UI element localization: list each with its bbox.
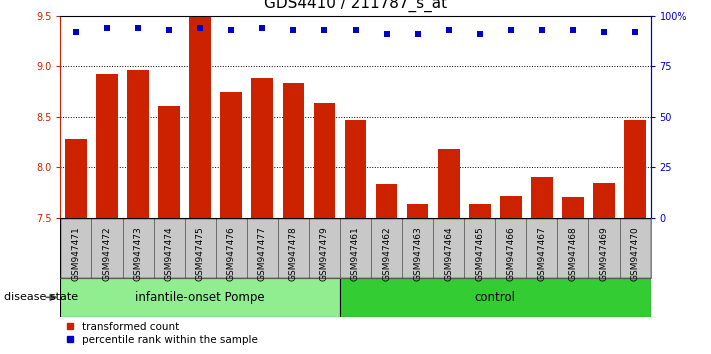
Text: GSM947463: GSM947463 <box>413 227 422 281</box>
Bar <box>127 70 149 218</box>
Bar <box>371 218 402 278</box>
Text: GDS4410 / 211787_s_at: GDS4410 / 211787_s_at <box>264 0 447 12</box>
Point <box>474 31 486 37</box>
Bar <box>278 218 309 278</box>
Text: GSM947467: GSM947467 <box>538 227 546 281</box>
Bar <box>282 82 304 218</box>
Bar <box>469 204 491 218</box>
Bar <box>619 218 651 278</box>
Text: GSM947470: GSM947470 <box>631 227 639 281</box>
Text: GSM947476: GSM947476 <box>227 227 236 281</box>
Bar <box>526 218 557 278</box>
Bar <box>159 106 180 218</box>
Text: GSM947472: GSM947472 <box>102 227 112 281</box>
Bar <box>247 218 278 278</box>
Bar <box>407 204 429 218</box>
Point <box>598 29 609 35</box>
Point <box>567 27 579 33</box>
Bar <box>92 218 122 278</box>
Legend: transformed count, percentile rank within the sample: transformed count, percentile rank withi… <box>65 322 258 345</box>
Point <box>70 29 82 35</box>
Text: GSM947462: GSM947462 <box>382 227 391 281</box>
Bar <box>96 74 118 218</box>
Bar <box>531 177 552 218</box>
Point <box>443 27 454 33</box>
Point <box>132 25 144 31</box>
Text: GSM947461: GSM947461 <box>351 227 360 281</box>
Point <box>319 27 330 33</box>
Bar <box>154 218 185 278</box>
Text: GSM947473: GSM947473 <box>134 227 143 281</box>
Text: GSM947465: GSM947465 <box>475 227 484 281</box>
Text: GSM947475: GSM947475 <box>196 227 205 281</box>
Bar <box>60 278 340 317</box>
Point <box>288 27 299 33</box>
Bar <box>122 218 154 278</box>
Text: GSM947469: GSM947469 <box>599 227 609 281</box>
Point <box>536 27 547 33</box>
Point <box>381 31 392 37</box>
Text: infantile-onset Pompe: infantile-onset Pompe <box>135 291 265 304</box>
Text: GSM947477: GSM947477 <box>258 227 267 281</box>
Text: GSM947474: GSM947474 <box>165 227 173 281</box>
Text: GSM947464: GSM947464 <box>444 227 453 281</box>
Point <box>350 27 361 33</box>
Text: GSM947468: GSM947468 <box>568 227 577 281</box>
Point <box>412 31 423 37</box>
Bar <box>314 103 336 218</box>
Text: GSM947479: GSM947479 <box>320 227 329 281</box>
Text: GSM947478: GSM947478 <box>289 227 298 281</box>
Bar <box>309 218 340 278</box>
Bar <box>500 195 522 218</box>
Bar <box>345 120 366 218</box>
Bar <box>496 218 526 278</box>
Bar <box>589 218 619 278</box>
Bar <box>433 218 464 278</box>
Bar <box>464 218 496 278</box>
Point <box>257 25 268 31</box>
Bar <box>438 149 459 218</box>
Bar <box>215 218 247 278</box>
Bar <box>252 79 273 218</box>
Point <box>164 27 175 33</box>
Bar <box>340 278 651 317</box>
Text: disease state: disease state <box>4 292 77 302</box>
Point <box>505 27 516 33</box>
Bar <box>402 218 433 278</box>
Bar <box>185 218 215 278</box>
Point <box>225 27 237 33</box>
Bar <box>189 17 211 218</box>
Bar <box>60 218 92 278</box>
Bar <box>593 183 615 218</box>
Bar <box>562 196 584 218</box>
Bar <box>375 184 397 218</box>
Bar <box>624 120 646 218</box>
Text: control: control <box>475 291 515 304</box>
Bar <box>220 92 242 218</box>
Bar <box>65 139 87 218</box>
Point <box>195 25 206 31</box>
Text: GSM947466: GSM947466 <box>506 227 515 281</box>
Point <box>102 25 113 31</box>
Bar <box>557 218 589 278</box>
Bar <box>340 218 371 278</box>
Point <box>629 29 641 35</box>
Text: GSM947471: GSM947471 <box>72 227 80 281</box>
